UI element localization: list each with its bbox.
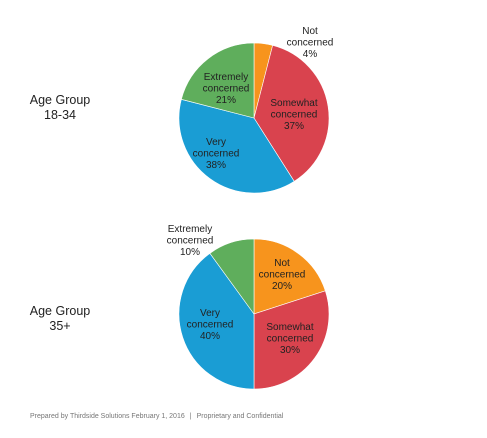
pie-slice-extremely-concerned [180,42,255,119]
slice-label-somewhat-concerned: Somewhat concerned 30% [266,322,313,356]
footer-confidential: Proprietary and Confidential [196,413,284,420]
slice-label-very-concerned: Very concerned 40% [187,308,234,342]
group-label-line: 35+ [49,319,71,333]
footer-separator: | [189,413,192,420]
age-group-label-35-plus: Age Group 35+ [15,304,105,334]
slice-label-somewhat-concerned: Somewhat concerned 37% [270,98,317,132]
group-label-line: Age Group [29,93,91,107]
slice-label-not-concerned: Not concerned 20% [259,258,306,292]
pie-slice-somewhat-concerned [253,290,330,390]
slice-label-extremely-concerned: Extremely concerned 10% [167,224,214,258]
pie-slice-extremely-concerned [209,238,255,315]
slice-label-very-concerned: Very concerned 38% [193,137,240,171]
pie-slice-not-concerned [253,238,326,315]
slice-label-extremely-concerned: Extremely concerned 21% [203,72,250,106]
slice-label-not-concerned: Not concerned 4% [287,26,334,60]
footer-prepared-by: Prepared by Thirdside Solutions February… [30,413,185,420]
footer: Prepared by Thirdside Solutions February… [30,413,283,420]
age-group-label-18-34: Age Group 18-34 [15,93,105,123]
group-label-line: 18-34 [44,108,76,122]
group-label-line: Age Group [29,304,91,318]
pie-slice-very-concerned [178,98,295,194]
pie-slice-very-concerned [178,252,255,390]
